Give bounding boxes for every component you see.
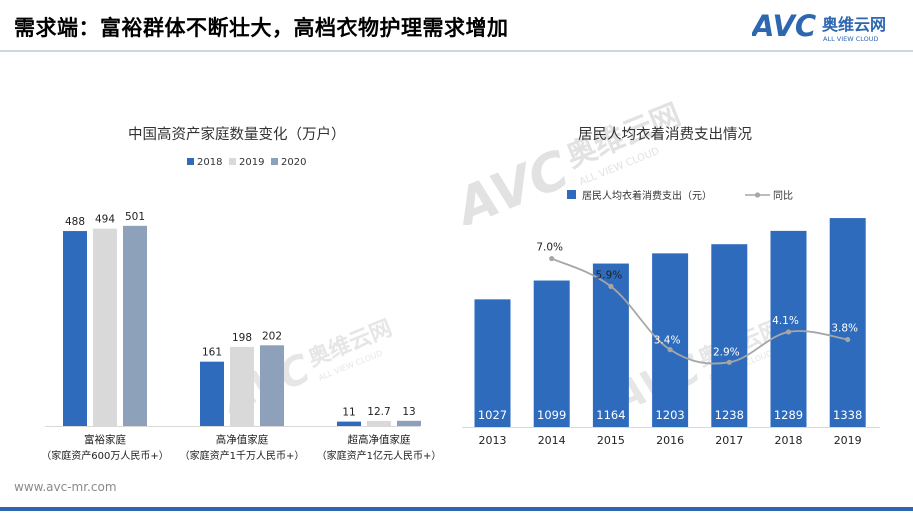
bar-2017 bbox=[711, 244, 748, 427]
left-chart-title: 中国高资产家庭数量变化（万户） bbox=[128, 127, 346, 143]
avc-logo: AVC 奥维云网 ALL VIEW CLOUD bbox=[752, 9, 886, 43]
legend-label-2019: 2019 bbox=[239, 157, 264, 168]
category-note-1: （家庭资产1千万人民币+） bbox=[180, 449, 305, 462]
bar-value-label-2016: 1203 bbox=[655, 408, 684, 422]
category-label-2: 超高净值家庭 bbox=[348, 433, 411, 446]
growth-marker-2017 bbox=[726, 359, 732, 365]
growth-label-2016: 3.4% bbox=[654, 335, 681, 347]
footer-bar bbox=[0, 507, 913, 511]
growth-label-2014: 7.0% bbox=[536, 242, 563, 254]
right-chart-title: 居民人均衣着消费支出情况 bbox=[578, 127, 752, 143]
header: 需求端：富裕群体不断壮大，高档衣物护理需求增加 AVC 奥维云网 ALL VIE… bbox=[0, 0, 913, 52]
growth-marker-2018 bbox=[785, 329, 792, 335]
category-label-1: 高净值家庭 bbox=[216, 433, 269, 446]
x-tick-label-2014: 2014 bbox=[538, 434, 566, 447]
growth-label-2017: 2.9% bbox=[713, 346, 740, 358]
x-tick-label-2013: 2013 bbox=[479, 434, 507, 447]
data-label-2020-1: 202 bbox=[262, 330, 282, 342]
logo-mark: AVC bbox=[752, 9, 816, 43]
bar-2019 bbox=[829, 218, 866, 427]
bar-value-label-2017: 1238 bbox=[715, 408, 744, 422]
bar-2018-1 bbox=[200, 361, 224, 426]
bar-2019-0 bbox=[93, 228, 117, 426]
bar-2018-0 bbox=[63, 231, 87, 426]
logo-en: ALL VIEW CLOUD bbox=[823, 35, 879, 43]
legend-label-bar: 居民人均衣着消费支出（元） bbox=[582, 189, 712, 202]
legend-label-2018: 2018 bbox=[197, 157, 222, 168]
bar-2019-1 bbox=[230, 346, 254, 426]
x-tick-label-2015: 2015 bbox=[597, 434, 625, 447]
legend-swatch-2019 bbox=[229, 158, 236, 165]
footer-url: www.avc-mr.com bbox=[14, 480, 117, 494]
bar-2018 bbox=[770, 230, 807, 427]
data-label-2019-2: 12.7 bbox=[367, 406, 390, 418]
category-note-2: （家庭资产1亿元人民币+） bbox=[317, 449, 442, 462]
bar-2013 bbox=[474, 299, 511, 427]
bar-value-label-2019: 1338 bbox=[833, 408, 862, 422]
bar-value-label-2018: 1289 bbox=[774, 408, 803, 422]
growth-label-2019: 3.8% bbox=[831, 323, 858, 335]
bar-value-label-2014: 1099 bbox=[537, 408, 566, 422]
category-note-0: （家庭资产600万人民币+） bbox=[41, 449, 168, 462]
page-title: 需求端：富裕群体不断壮大，高档衣物护理需求增加 bbox=[14, 16, 509, 40]
bar-2020-0 bbox=[123, 225, 147, 426]
growth-label-2018: 4.1% bbox=[772, 315, 799, 327]
logo-cn: 奥维云网 bbox=[822, 15, 886, 34]
growth-marker-2015 bbox=[608, 283, 614, 289]
growth-marker-2014 bbox=[549, 255, 555, 262]
x-tick-label-2019: 2019 bbox=[834, 434, 862, 447]
legend-swatch-2020 bbox=[271, 158, 278, 165]
data-label-2020-0: 501 bbox=[125, 211, 145, 223]
bar-2015 bbox=[592, 263, 629, 427]
bar-2020-1 bbox=[260, 345, 284, 426]
bar-value-label-2015: 1164 bbox=[596, 408, 625, 422]
growth-marker-2016 bbox=[667, 347, 673, 353]
legend-swatch-2018 bbox=[187, 158, 194, 165]
x-tick-label-2017: 2017 bbox=[715, 434, 743, 447]
data-label-2018-1: 161 bbox=[202, 347, 222, 359]
legend-label-2020: 2020 bbox=[281, 157, 306, 168]
legend-line-marker bbox=[754, 192, 761, 198]
data-label-2019-0: 494 bbox=[95, 214, 115, 226]
data-label-2020-2: 13 bbox=[402, 406, 415, 418]
x-tick-label-2016: 2016 bbox=[656, 434, 684, 447]
legend-swatch-bar bbox=[567, 190, 576, 199]
legend-label-line: 同比 bbox=[773, 190, 793, 202]
bar-2018-2 bbox=[337, 421, 361, 426]
bar-2020-2 bbox=[397, 420, 421, 426]
growth-label-2015: 5.9% bbox=[596, 269, 623, 281]
bar-2019-2 bbox=[367, 420, 391, 426]
growth-marker-2019 bbox=[845, 336, 851, 343]
data-label-2018-0: 488 bbox=[65, 216, 85, 228]
header-divider bbox=[0, 50, 913, 52]
data-label-2019-1: 198 bbox=[232, 332, 252, 344]
bar-value-label-2013: 1027 bbox=[478, 408, 507, 422]
bar-2014 bbox=[533, 280, 570, 427]
data-label-2018-2: 11 bbox=[342, 407, 355, 419]
category-label-0: 富裕家庭 bbox=[84, 433, 126, 446]
x-tick-label-2018: 2018 bbox=[775, 434, 803, 447]
